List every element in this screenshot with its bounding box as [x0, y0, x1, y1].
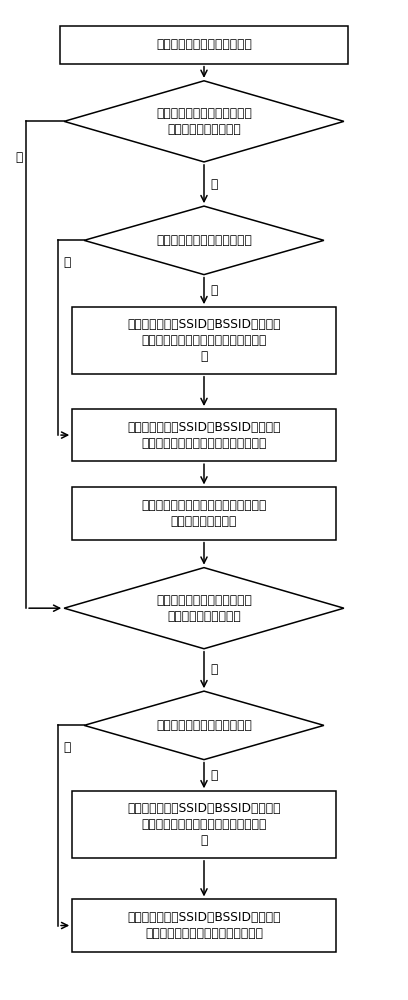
Polygon shape — [84, 206, 324, 275]
Text: 管理员通过选择操作将该无线
热点设置成非法热点？: 管理员通过选择操作将该无线 热点设置成非法热点？ — [156, 107, 252, 136]
Polygon shape — [84, 691, 324, 760]
Bar — [72, 409, 336, 461]
Text: 将该无线热点的SSID、BSSID信息从黑
名单中移除，写入工业级大容量存储器
件: 将该无线热点的SSID、BSSID信息从黑 名单中移除，写入工业级大容量存储器 … — [127, 802, 281, 847]
Text: 将该无线热点的SSID、BSSID保存到白
名单中，写入工业级大容量存储器件: 将该无线热点的SSID、BSSID保存到白 名单中，写入工业级大容量存储器件 — [127, 911, 281, 940]
Text: 管理员通过选择操作将该无线
热点设置成合法热点？: 管理员通过选择操作将该无线 热点设置成合法热点？ — [156, 594, 252, 623]
Text: 将该无线热点的SSID、BSSID信息从白
名单中移除，写入工业级大容量存储器
件: 将该无线热点的SSID、BSSID信息从白 名单中移除，写入工业级大容量存储器 … — [127, 318, 281, 363]
Bar — [72, 487, 336, 540]
Bar — [72, 899, 336, 952]
Text: 是: 是 — [210, 769, 217, 782]
Text: 是: 是 — [210, 663, 217, 676]
Text: 否: 否 — [63, 256, 70, 269]
Polygon shape — [64, 568, 344, 649]
Text: 该热点记录原来在黑名单中？: 该热点记录原来在黑名单中？ — [156, 719, 252, 732]
Text: 否: 否 — [15, 151, 22, 164]
Text: 向全网其它无线热点监听装置推送该无
线热点的黑名单信息: 向全网其它无线热点监听装置推送该无 线热点的黑名单信息 — [141, 499, 267, 528]
Polygon shape — [64, 81, 344, 162]
Text: 将该无线热点的SSID、BSSID保存到黑
名单库中，写入工业级大容量存储器件: 将该无线热点的SSID、BSSID保存到黑 名单库中，写入工业级大容量存储器件 — [127, 421, 281, 450]
Text: 否: 否 — [63, 741, 70, 754]
Bar — [72, 307, 336, 374]
Text: 该热点记录原来在白名单中？: 该热点记录原来在白名单中？ — [156, 234, 252, 247]
Bar — [72, 791, 336, 858]
Bar — [60, 26, 348, 64]
Text: 是: 是 — [210, 178, 217, 191]
Text: 是: 是 — [210, 284, 217, 297]
Text: 管理员调阅指定无线热点信息: 管理员调阅指定无线热点信息 — [156, 38, 252, 51]
